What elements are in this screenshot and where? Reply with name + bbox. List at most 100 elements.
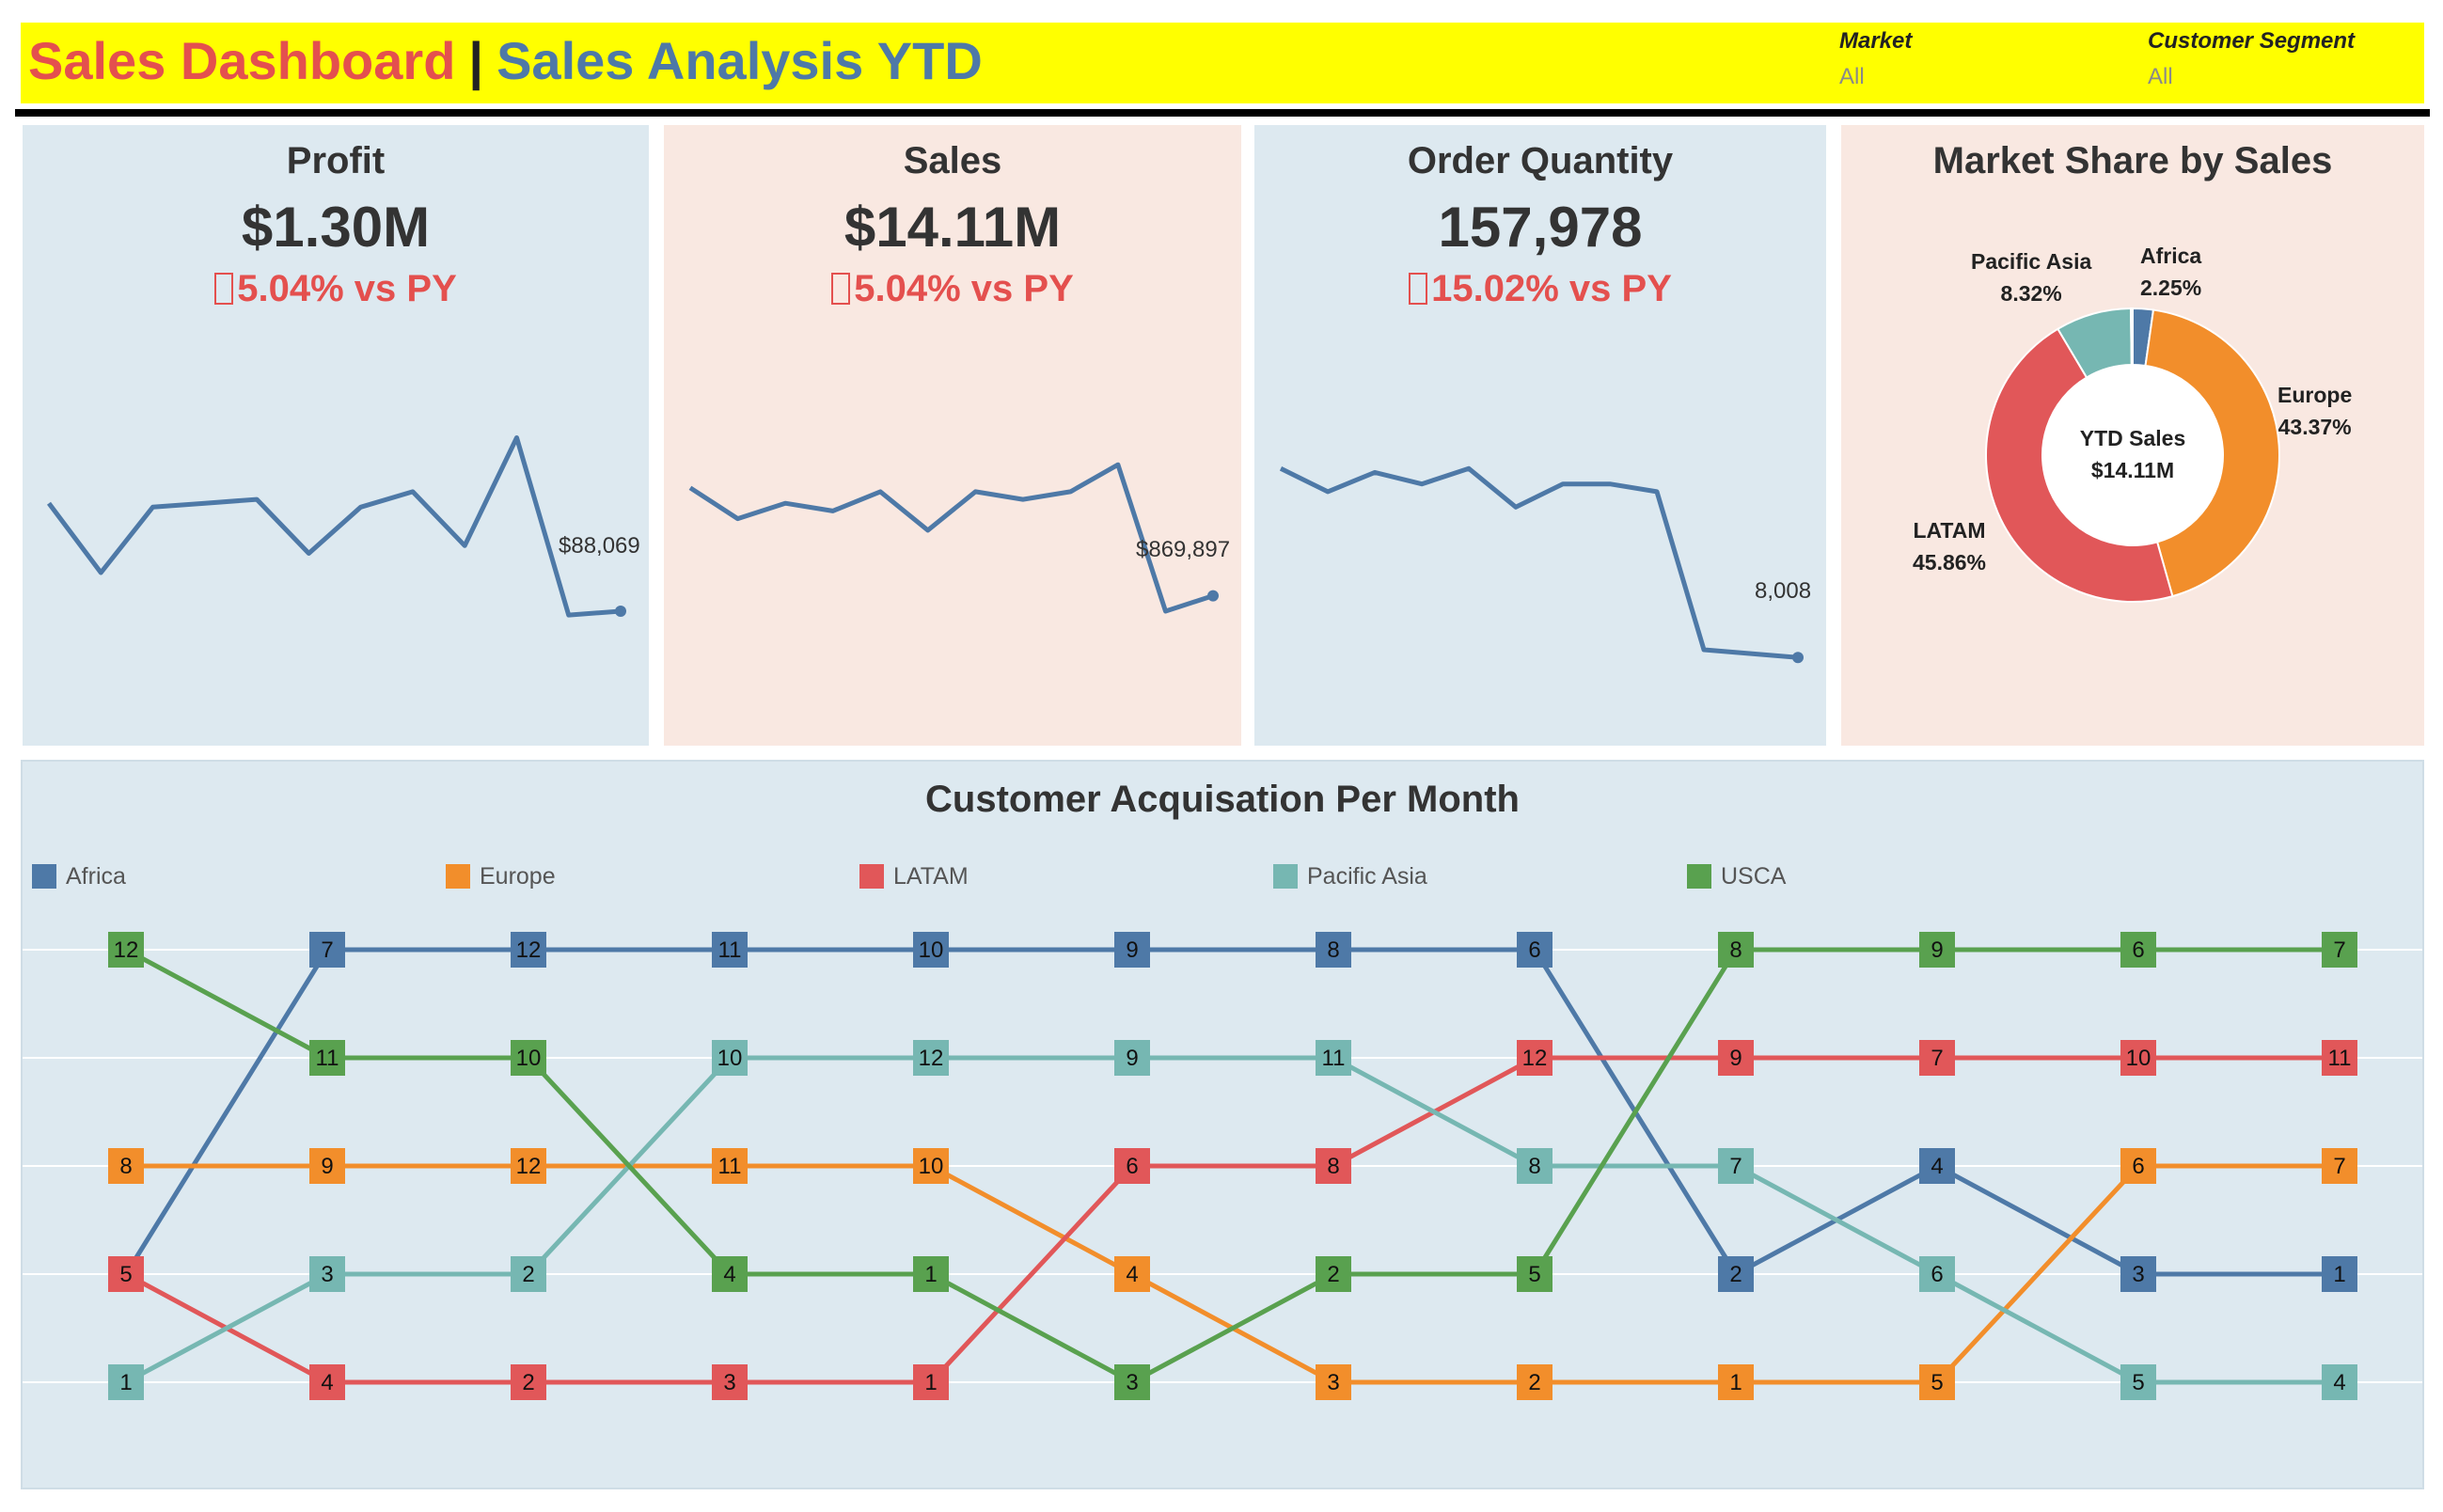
bump-marker: [1919, 1364, 1955, 1400]
bump-marker: [309, 1148, 345, 1184]
bump-label: 9: [1126, 1046, 1138, 1071]
bump-marker: [1316, 1364, 1351, 1400]
kpi-value: 157,978: [1438, 196, 1643, 259]
bump-label: 9: [1126, 937, 1138, 963]
filter-segment-value[interactable]: All: [2148, 64, 2173, 89]
bump-marker: [1316, 1040, 1351, 1076]
kpi-card-order-quantity: Order Quantity 157,978 15.02% vs PY 8,00…: [1254, 125, 1826, 746]
bump-label: 7: [1931, 1046, 1943, 1071]
order-quantity-sparkline: [1279, 465, 1804, 664]
donut-center: YTD Sales $14.11M: [2039, 422, 2227, 486]
kpi-title: Order Quantity: [1407, 140, 1674, 181]
bump-label: 12: [516, 1154, 542, 1179]
donut-center-label: YTD Sales: [2079, 426, 2186, 450]
bump-line-pacific-asia: [124, 1055, 2340, 1385]
bump-label: 4: [723, 1262, 735, 1287]
legend-swatch: [859, 864, 884, 889]
bump-label: 11: [718, 937, 742, 963]
bump-label: 7: [321, 937, 333, 963]
bump-marker: [913, 1148, 949, 1184]
bump-marker: [309, 1040, 345, 1076]
bump-marker: [1517, 1256, 1552, 1292]
legend-swatch: [1687, 864, 1711, 889]
bump-label: 8: [1327, 937, 1339, 963]
bump-marker: [2120, 1040, 2156, 1076]
legend-pacific-asia[interactable]: Pacific Asia: [1273, 863, 1427, 890]
bump-marker: [2120, 1148, 2156, 1184]
bump-marker: [2322, 1148, 2357, 1184]
sparkline-path: [46, 435, 622, 618]
bump-label: 3: [1126, 1370, 1138, 1395]
customer-acquisition-panel: Customer Acquisation Per Month Africa Eu…: [21, 760, 2424, 1489]
bump-label: 5: [1528, 1262, 1540, 1287]
header-divider: [15, 109, 2430, 117]
pie-label-africa: Africa 2.25%: [2140, 244, 2202, 300]
bump-label: 9: [1931, 937, 1943, 963]
bump-label: 9: [321, 1154, 333, 1179]
bump-marker: [1718, 1148, 1754, 1184]
bump-label: 11: [316, 1046, 339, 1071]
bump-marker: [108, 1256, 144, 1292]
kpi-last-value: $88,069: [559, 533, 640, 559]
bump-label: 10: [717, 1046, 743, 1071]
bump-marker: [1114, 1364, 1150, 1400]
sparkline-last-point: [615, 606, 626, 617]
bump-marker: [913, 932, 949, 968]
legend-africa[interactable]: Africa: [32, 863, 126, 890]
kpi-title: Sales: [903, 140, 1002, 181]
bump-label: 2: [522, 1370, 534, 1395]
bump-label: 6: [1528, 937, 1540, 963]
kpi-value: $14.11M: [843, 196, 1062, 259]
legend-usca[interactable]: USCA: [1687, 863, 1786, 890]
bump-label: 11: [2328, 1046, 2352, 1071]
title-main: Sales Dashboard: [28, 31, 456, 90]
bump-label: 3: [2132, 1262, 2144, 1287]
bump-label: 4: [1931, 1154, 1943, 1179]
bump-label: 12: [919, 1046, 944, 1071]
sparkline-path: [1279, 465, 1799, 660]
bump-label: 2: [522, 1262, 534, 1287]
bump-label: 8: [1528, 1154, 1540, 1179]
bump-label: 12: [516, 937, 542, 963]
sales-sparkline: [688, 462, 1219, 614]
bump-marker: [1919, 1040, 1955, 1076]
bump-line-africa: [123, 947, 2340, 1277]
legend-latam[interactable]: LATAM: [859, 863, 969, 890]
bump-marker: [511, 1148, 546, 1184]
donut-slice-usca: [2130, 307, 2134, 367]
bump-marker: [913, 1364, 949, 1400]
pie-label-pacific-asia: Pacific Asia 8.32%: [1971, 249, 2092, 306]
sparkline-last-point: [1207, 590, 1219, 602]
missing-glyph-icon: [214, 273, 234, 305]
legend-swatch: [1273, 864, 1298, 889]
bump-marker: [913, 1040, 949, 1076]
dashboard-title: Sales Dashboard | Sales Analysis YTD: [28, 30, 983, 91]
filter-market-value[interactable]: All: [1839, 64, 1865, 89]
filter-market[interactable]: Market All: [1839, 28, 1912, 90]
kpi-delta-text: 15.02% vs PY: [1431, 268, 1672, 309]
bump-label: 7: [2333, 937, 2345, 963]
bump-marker: [2120, 932, 2156, 968]
bump-marker: [309, 1364, 345, 1400]
bump-label: 1: [119, 1370, 132, 1395]
kpi-value: $1.30M: [241, 196, 431, 259]
bump-label: 1: [2333, 1262, 2345, 1287]
bump-marker: [1316, 932, 1351, 968]
legend-europe[interactable]: Europe: [446, 863, 556, 890]
bump-label: 5: [2132, 1370, 2144, 1395]
bump-marker: [2120, 1256, 2156, 1292]
missing-glyph-icon: [1409, 273, 1428, 305]
bump-label: 2: [1327, 1262, 1339, 1287]
pie-label-europe: Europe 43.37%: [2278, 383, 2353, 439]
bump-marker: [511, 1256, 546, 1292]
filter-customer-segment[interactable]: Customer Segment All: [2148, 28, 2355, 90]
market-share-donut: [1985, 307, 2280, 603]
kpi-delta: 5.04% vs PY: [664, 268, 1241, 310]
bump-marker: [2322, 932, 2357, 968]
bump-marker: [1114, 1256, 1150, 1292]
bump-marker: [309, 932, 345, 968]
bump-label: 2: [1528, 1370, 1540, 1395]
bump-label: 12: [1522, 1046, 1548, 1071]
bump-marker: [913, 1256, 949, 1292]
bump-marker: [712, 1040, 748, 1076]
